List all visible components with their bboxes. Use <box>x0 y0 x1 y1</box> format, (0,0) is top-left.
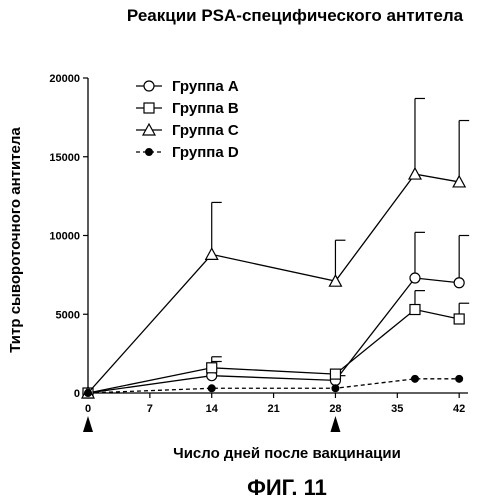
legend-label: Группа D <box>172 144 239 161</box>
marker-circle-filled <box>85 390 92 397</box>
legend: Группа А Группа В Группа С Группа D <box>136 78 239 161</box>
legend-label: Группа С <box>172 122 239 139</box>
series-0 <box>83 232 469 398</box>
arrow-up-icon <box>83 416 93 432</box>
marker-square-open <box>330 369 340 379</box>
y-axis-label: Титр сывороточного антитела <box>7 127 24 353</box>
y-tick-label: 15000 <box>49 152 80 164</box>
marker-circle-open <box>410 273 420 283</box>
marker-circle-filled <box>146 149 153 156</box>
series-layer <box>82 98 469 398</box>
y-tick-label: 10000 <box>49 231 80 243</box>
marker-triangle-open <box>206 248 218 259</box>
marker-circle-open <box>454 278 464 288</box>
legend-label: Группа А <box>172 78 239 95</box>
x-tick-label: 0 <box>85 403 91 415</box>
series-line <box>88 379 459 393</box>
marker-circle-filled <box>332 385 339 392</box>
x-tick-label: 7 <box>147 403 153 415</box>
marker-triangle-open <box>409 168 421 179</box>
x-tick-label: 42 <box>453 403 465 415</box>
marker-square-open <box>207 363 217 373</box>
marker-square-open <box>410 305 420 315</box>
y-tick-label: 5000 <box>56 309 80 321</box>
marker-circle-filled <box>411 375 418 382</box>
figure-caption: ФИГ. 11 <box>247 475 327 500</box>
x-tick-label: 28 <box>329 403 341 415</box>
x-tick-label: 35 <box>391 403 403 415</box>
x-tick-label: 14 <box>206 403 219 415</box>
marker-square-open <box>454 314 464 324</box>
axes: 0 5000 10000 15000 20000 0 7 14 21 28 35 42 <box>49 73 468 415</box>
arrow-up-icon <box>330 416 340 432</box>
marker-circle-open <box>144 81 154 91</box>
series-line <box>88 278 459 393</box>
x-tick-label: 21 <box>267 403 279 415</box>
series-2 <box>82 98 469 398</box>
marker-circle-filled <box>208 385 215 392</box>
marker-circle-filled <box>456 375 463 382</box>
x-axis-label: Число дней после вакцинации <box>173 445 401 462</box>
y-tick-label: 0 <box>74 388 80 400</box>
y-tick-label: 20000 <box>49 73 80 85</box>
marker-square-open <box>144 103 154 113</box>
legend-label: Группа В <box>172 100 239 117</box>
chart-title: Реакции PSA-специфического антитела <box>127 6 464 25</box>
series-1 <box>83 291 469 398</box>
series-line <box>88 174 459 393</box>
vaccination-arrows <box>83 416 340 432</box>
